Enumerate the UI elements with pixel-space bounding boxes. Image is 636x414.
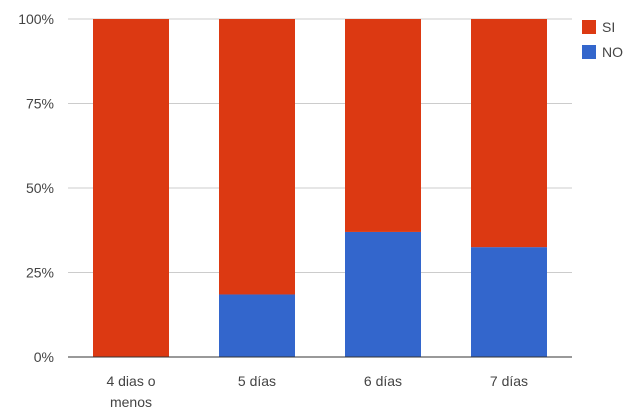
- legend-swatch-si[interactable]: [582, 20, 596, 34]
- y-tick-label: 50%: [26, 180, 54, 196]
- y-tick-label: 75%: [26, 96, 54, 112]
- x-tick-label: menos: [110, 394, 152, 409]
- y-tick-label: 100%: [18, 11, 54, 27]
- bar-segment-no[interactable]: [345, 231, 421, 357]
- x-tick-label: 7 días: [490, 373, 528, 389]
- legend-swatch-no[interactable]: [582, 45, 596, 59]
- legend-label-si[interactable]: SI: [602, 19, 615, 35]
- legend-label-no[interactable]: NO: [602, 44, 623, 60]
- x-tick-label: 6 días: [364, 373, 402, 389]
- x-tick-label: 5 días: [238, 373, 276, 389]
- bar-segment-no[interactable]: [219, 294, 295, 357]
- y-tick-label: 0%: [34, 349, 54, 365]
- x-tick-label: 4 dias o: [106, 373, 155, 389]
- bar-segment-no[interactable]: [471, 247, 547, 357]
- y-tick-label: 25%: [26, 265, 54, 281]
- bar-segment-si[interactable]: [93, 19, 169, 357]
- bar-segment-si[interactable]: [219, 19, 295, 295]
- bar-segment-si[interactable]: [345, 19, 421, 232]
- bar-segment-si[interactable]: [471, 19, 547, 248]
